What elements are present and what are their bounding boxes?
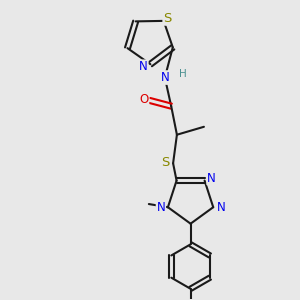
Text: N: N (217, 201, 226, 214)
Text: N: N (207, 172, 216, 184)
Text: N: N (160, 71, 169, 84)
Text: O: O (139, 93, 148, 106)
Text: S: S (161, 156, 169, 169)
Text: N: N (139, 60, 148, 73)
Text: N: N (157, 201, 165, 214)
Text: H: H (179, 69, 187, 80)
Text: S: S (163, 12, 172, 25)
